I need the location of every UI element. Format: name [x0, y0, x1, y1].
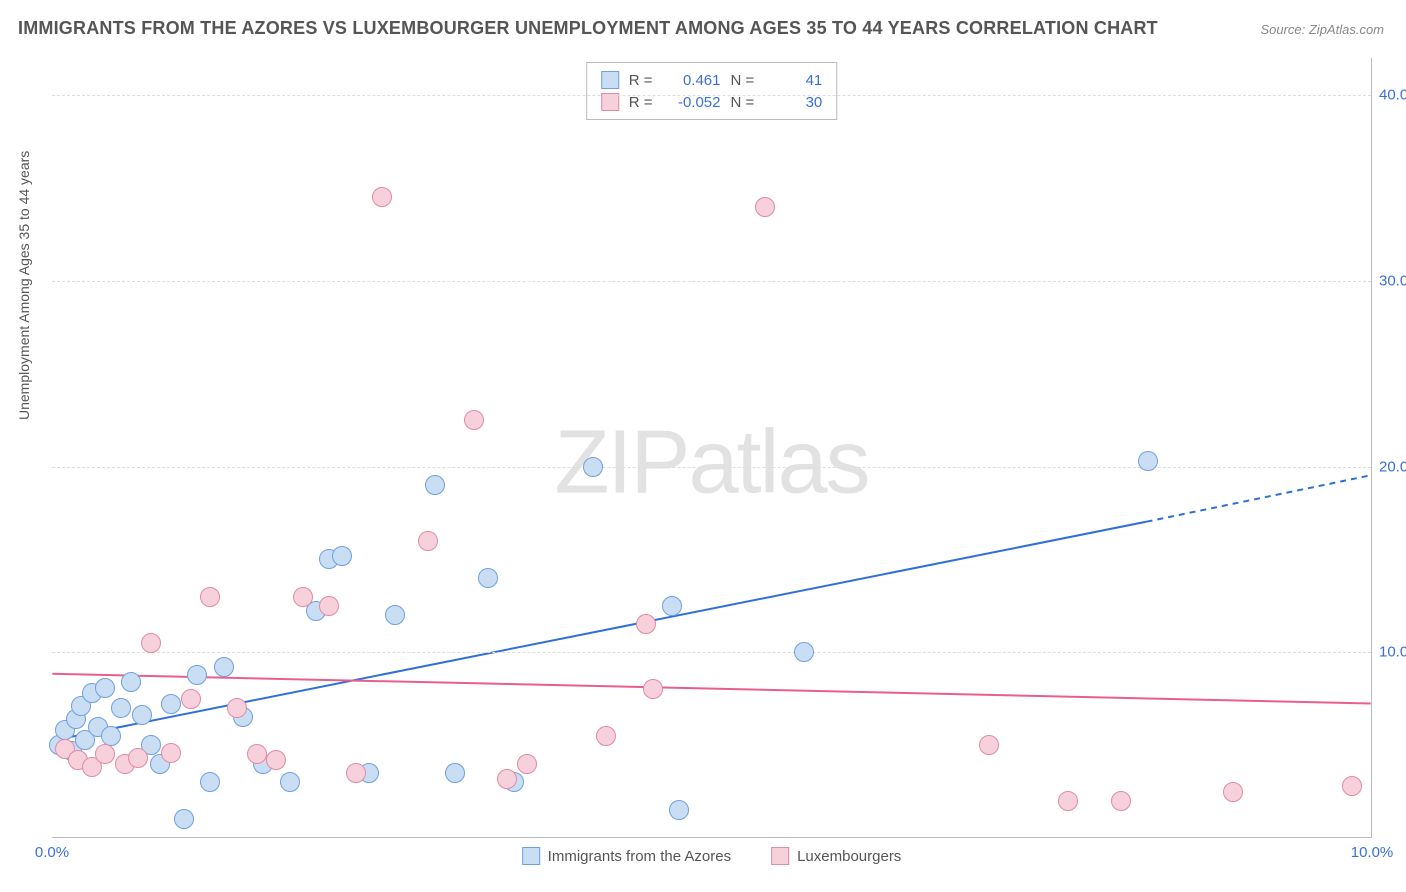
scatter-point-lux	[247, 744, 267, 764]
source-attribution: Source: ZipAtlas.com	[1260, 22, 1384, 37]
scatter-point-lux	[1058, 791, 1078, 811]
scatter-point-azores	[478, 568, 498, 588]
scatter-point-lux	[346, 763, 366, 783]
legend-value-r: 0.461	[663, 72, 721, 89]
y-tick-label: 10.0%	[1379, 644, 1406, 661]
scatter-point-azores	[280, 772, 300, 792]
scatter-point-azores	[132, 705, 152, 725]
legend-swatch-lux	[771, 847, 789, 865]
legend-series: Immigrants from the Azores Luxembourgers	[522, 847, 902, 865]
legend-stats: R = 0.461 N = 41 R = -0.052 N = 30	[586, 62, 838, 120]
scatter-point-lux	[497, 769, 517, 789]
scatter-point-lux	[1342, 776, 1362, 796]
scatter-point-azores	[425, 475, 445, 495]
x-tick-label: 10.0%	[1351, 844, 1394, 861]
scatter-point-lux	[161, 743, 181, 763]
x-tick-label: 0.0%	[35, 844, 69, 861]
scatter-point-azores	[794, 642, 814, 662]
legend-item-azores: Immigrants from the Azores	[522, 847, 731, 865]
scatter-point-lux	[95, 744, 115, 764]
scatter-point-azores	[200, 772, 220, 792]
gridline	[52, 652, 1371, 653]
chart-title: IMMIGRANTS FROM THE AZORES VS LUXEMBOURG…	[18, 18, 1158, 39]
scatter-point-azores	[121, 672, 141, 692]
scatter-point-azores	[95, 678, 115, 698]
scatter-point-azores	[583, 457, 603, 477]
y-tick-label: 20.0%	[1379, 458, 1406, 475]
trend-line	[52, 522, 1146, 741]
watermark-part2: atlas	[688, 413, 868, 513]
scatter-point-lux	[979, 735, 999, 755]
scatter-point-lux	[227, 698, 247, 718]
y-axis-label: Unemployment Among Ages 35 to 44 years	[16, 151, 32, 420]
legend-value-n: 41	[764, 72, 822, 89]
scatter-point-azores	[1138, 451, 1158, 471]
scatter-point-lux	[755, 197, 775, 217]
scatter-point-lux	[464, 410, 484, 430]
scatter-point-lux	[643, 679, 663, 699]
scatter-point-lux	[319, 596, 339, 616]
legend-item-lux: Luxembourgers	[771, 847, 901, 865]
watermark-part1: ZIP	[554, 413, 688, 513]
scatter-point-azores	[385, 605, 405, 625]
scatter-point-azores	[111, 698, 131, 718]
gridline	[52, 95, 1371, 96]
scatter-point-azores	[101, 726, 121, 746]
y-tick-label: 30.0%	[1379, 272, 1406, 289]
scatter-point-azores	[332, 546, 352, 566]
legend-label-r: R =	[629, 72, 653, 89]
legend-stats-row: R = 0.461 N = 41	[601, 69, 823, 91]
legend-swatch-azores	[522, 847, 540, 865]
scatter-point-lux	[128, 748, 148, 768]
plot-area: ZIPatlas R = 0.461 N = 41 R = -0.052 N =…	[52, 58, 1372, 838]
scatter-point-azores	[187, 665, 207, 685]
legend-label-n: N =	[731, 72, 755, 89]
legend-label: Immigrants from the Azores	[548, 848, 731, 865]
legend-swatch-azores	[601, 71, 619, 89]
scatter-point-lux	[596, 726, 616, 746]
scatter-point-lux	[418, 531, 438, 551]
y-tick-label: 40.0%	[1379, 87, 1406, 104]
gridline	[52, 467, 1371, 468]
trend-line	[1147, 475, 1371, 521]
scatter-point-lux	[517, 754, 537, 774]
scatter-point-azores	[445, 763, 465, 783]
scatter-point-lux	[636, 614, 656, 634]
scatter-point-lux	[266, 750, 286, 770]
scatter-point-lux	[181, 689, 201, 709]
gridline	[52, 281, 1371, 282]
scatter-point-lux	[372, 187, 392, 207]
scatter-point-lux	[141, 633, 161, 653]
scatter-point-azores	[174, 809, 194, 829]
scatter-point-azores	[161, 694, 181, 714]
trend-line	[52, 674, 1370, 704]
scatter-point-azores	[669, 800, 689, 820]
legend-label: Luxembourgers	[797, 848, 901, 865]
scatter-point-azores	[662, 596, 682, 616]
scatter-point-azores	[214, 657, 234, 677]
scatter-point-lux	[1223, 782, 1243, 802]
scatter-point-lux	[293, 587, 313, 607]
scatter-point-lux	[1111, 791, 1131, 811]
scatter-point-lux	[200, 587, 220, 607]
